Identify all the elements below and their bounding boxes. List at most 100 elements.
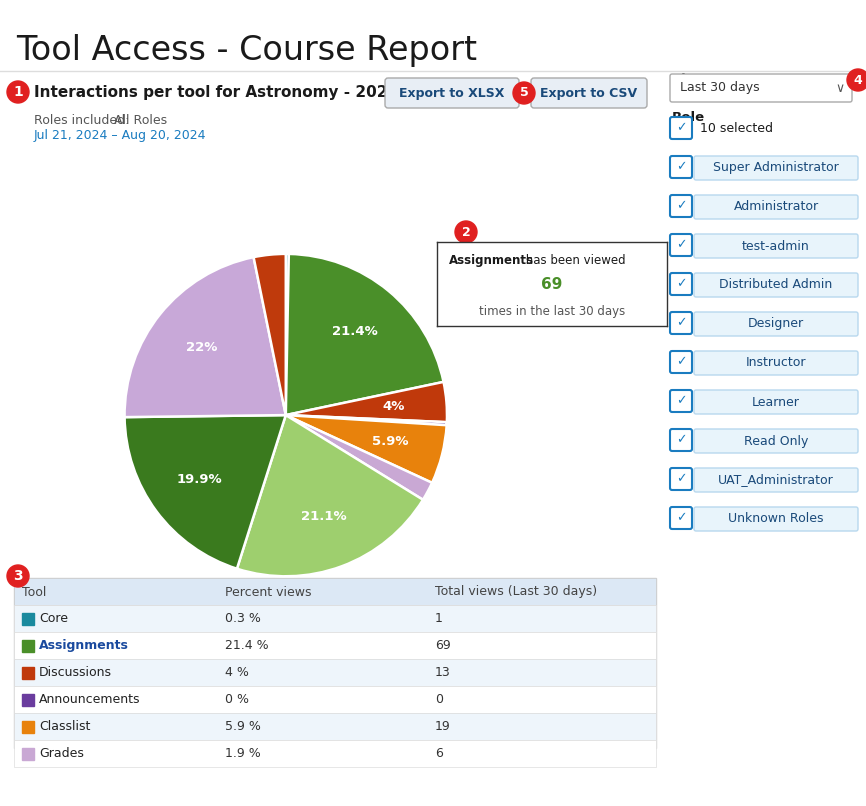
- Text: 4 %: 4 %: [225, 666, 249, 679]
- FancyBboxPatch shape: [670, 195, 692, 217]
- FancyBboxPatch shape: [670, 312, 692, 334]
- Text: ✓: ✓: [675, 512, 686, 525]
- Text: ✓: ✓: [675, 122, 686, 135]
- Text: ✓: ✓: [675, 394, 686, 408]
- Text: 0: 0: [435, 693, 443, 706]
- FancyBboxPatch shape: [670, 234, 692, 256]
- Text: Super Administrator: Super Administrator: [713, 161, 839, 175]
- Text: ✓: ✓: [675, 239, 686, 251]
- Text: 19.9%: 19.9%: [176, 473, 222, 486]
- Text: Export to CSV: Export to CSV: [540, 86, 637, 99]
- Text: Tool: Tool: [22, 585, 47, 599]
- Wedge shape: [286, 254, 289, 415]
- Text: 5.9%: 5.9%: [372, 435, 409, 448]
- Text: Export to XLSX: Export to XLSX: [399, 86, 505, 99]
- FancyBboxPatch shape: [694, 234, 858, 258]
- Text: All Roles: All Roles: [114, 114, 167, 127]
- Text: ✓: ✓: [675, 200, 686, 213]
- FancyBboxPatch shape: [670, 468, 692, 490]
- Text: 3: 3: [13, 569, 23, 583]
- Text: Roles included:: Roles included:: [34, 114, 133, 127]
- Circle shape: [847, 69, 866, 91]
- Wedge shape: [254, 254, 286, 415]
- Text: Total views (Last 30 days): Total views (Last 30 days): [435, 585, 598, 599]
- Text: times in the last 30 days: times in the last 30 days: [479, 305, 625, 318]
- Bar: [14, 632, 656, 659]
- Text: 22%: 22%: [186, 341, 217, 354]
- FancyBboxPatch shape: [694, 507, 858, 531]
- Text: 13: 13: [435, 666, 450, 679]
- FancyBboxPatch shape: [694, 351, 858, 375]
- Bar: [22, 747, 34, 759]
- Text: Discussions: Discussions: [39, 666, 112, 679]
- Text: Distributed Admin: Distributed Admin: [720, 279, 832, 292]
- Wedge shape: [125, 415, 286, 569]
- Text: 21.4%: 21.4%: [332, 326, 378, 339]
- Text: 21.4 %: 21.4 %: [225, 639, 268, 652]
- Text: 4%: 4%: [382, 400, 404, 413]
- Text: 1: 1: [435, 612, 443, 625]
- Bar: [14, 659, 656, 686]
- Text: ✓: ✓: [675, 472, 686, 485]
- FancyBboxPatch shape: [670, 117, 692, 139]
- Text: ✓: ✓: [675, 277, 686, 290]
- Text: Interactions per tool for Astronomy - 2022: Interactions per tool for Astronomy - 20…: [34, 85, 398, 99]
- Text: 5.9 %: 5.9 %: [225, 720, 261, 733]
- Text: 4: 4: [854, 73, 863, 86]
- Bar: [22, 721, 34, 733]
- Bar: [22, 667, 34, 679]
- Text: ✓: ✓: [675, 434, 686, 447]
- Circle shape: [7, 81, 29, 103]
- Text: 6: 6: [435, 747, 443, 760]
- Text: Grades: Grades: [39, 747, 84, 760]
- Text: 21.1%: 21.1%: [301, 510, 346, 523]
- Text: 0.3 %: 0.3 %: [225, 612, 261, 625]
- Text: Last 30 days: Last 30 days: [680, 81, 759, 94]
- FancyBboxPatch shape: [694, 390, 858, 414]
- Text: 5: 5: [520, 86, 528, 99]
- Bar: [22, 639, 34, 651]
- Text: 19: 19: [435, 720, 450, 733]
- Text: has been viewed: has been viewed: [522, 254, 626, 267]
- Bar: [14, 740, 656, 767]
- Circle shape: [513, 82, 535, 104]
- Wedge shape: [286, 415, 447, 426]
- FancyBboxPatch shape: [385, 78, 519, 108]
- Text: UAT_Administrator: UAT_Administrator: [718, 473, 834, 487]
- Text: Announcements: Announcements: [39, 693, 140, 706]
- FancyBboxPatch shape: [694, 429, 858, 453]
- Wedge shape: [125, 257, 286, 418]
- Text: ✓: ✓: [675, 317, 686, 330]
- Text: 2: 2: [462, 226, 470, 239]
- Text: Designer: Designer: [748, 318, 804, 330]
- Text: ∨: ∨: [836, 81, 844, 94]
- Text: ✓: ✓: [675, 355, 686, 368]
- Bar: [14, 686, 656, 713]
- Bar: [22, 613, 34, 625]
- FancyBboxPatch shape: [694, 312, 858, 336]
- Wedge shape: [286, 415, 432, 500]
- Text: Read Only: Read Only: [744, 434, 808, 447]
- Text: 10 selected: 10 selected: [700, 123, 773, 135]
- Text: Core: Core: [39, 612, 68, 625]
- Wedge shape: [286, 254, 443, 415]
- FancyBboxPatch shape: [694, 468, 858, 492]
- FancyBboxPatch shape: [670, 351, 692, 373]
- Text: test-admin: test-admin: [742, 239, 810, 252]
- Bar: [22, 693, 34, 705]
- Circle shape: [455, 221, 477, 243]
- Text: 1: 1: [13, 85, 23, 99]
- Text: 69: 69: [435, 639, 450, 652]
- Bar: [14, 605, 656, 632]
- Text: 69: 69: [541, 276, 563, 292]
- Text: Assignments: Assignments: [39, 639, 129, 652]
- Text: Tool Access - Course Report: Tool Access - Course Report: [16, 34, 477, 67]
- Text: Jul 21, 2024 – Aug 20, 2024: Jul 21, 2024 – Aug 20, 2024: [34, 129, 206, 142]
- Text: Percent views: Percent views: [225, 585, 312, 599]
- FancyBboxPatch shape: [694, 195, 858, 219]
- Text: 1.9 %: 1.9 %: [225, 747, 261, 760]
- Text: Time Span: Time Span: [672, 73, 751, 86]
- FancyBboxPatch shape: [670, 507, 692, 529]
- FancyBboxPatch shape: [670, 273, 692, 295]
- Circle shape: [7, 565, 29, 587]
